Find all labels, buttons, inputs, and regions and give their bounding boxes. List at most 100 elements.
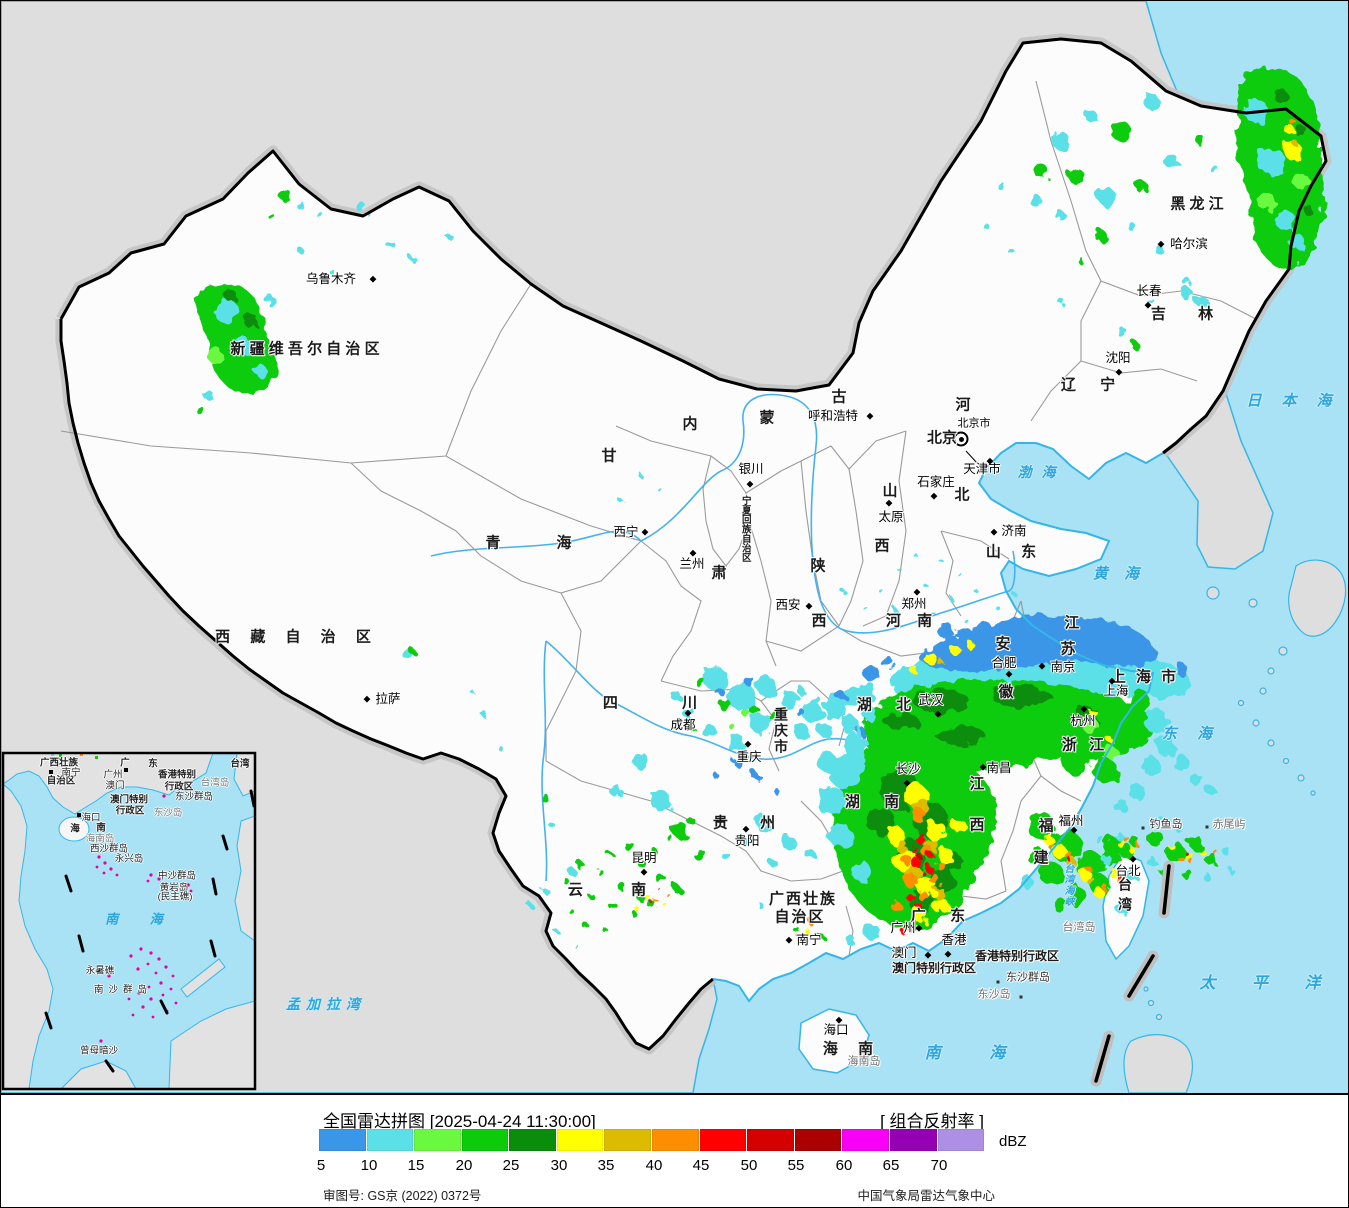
province-label: 云 南 [567,881,669,899]
city-label: 太原 [878,509,904,524]
inset-label: 澳门特别 [109,794,149,806]
island-label: 赤尾屿 [1212,818,1246,831]
city-label: 南京 [1050,659,1076,674]
city-diamond-marker: ◆ [684,707,692,718]
inset-label: 永兴岛 [114,853,144,865]
province-label: 澳门特别行政区 [891,961,977,975]
city-diamond-marker: ◆ [979,761,987,772]
sea-label: 南 海 [924,1045,1028,1062]
inset-label: (民主礁) [157,891,193,903]
sea-label: 黄 海 [1092,565,1146,583]
province-label: 宁夏回族自治区 [739,495,751,563]
city-diamond-marker: ◆ [986,455,994,466]
province-label: 海 [556,534,572,552]
scale-tick: 50 [740,1157,758,1174]
city-diamond-marker: ◆ [1038,660,1046,671]
inset-label: 南沙群岛 [93,984,153,996]
inset-label: 曾母暗沙 [79,1045,119,1057]
city-diamond-marker: ◆ [934,708,942,719]
inset-label: 南 海 [105,911,177,927]
city-label: 哈尔滨 [1170,236,1208,251]
color-swatch [414,1129,461,1151]
inset-label: 澳门 [105,780,125,792]
city-diamond-marker: ◆ [369,273,377,284]
province-label: 黑 龙 江 [1170,195,1224,213]
color-swatch [366,1129,414,1151]
city-label: 海口 [823,1022,849,1037]
inset-label: 自治区 [46,775,76,787]
inset-label: 黄岩岛 [159,882,189,894]
province-label: 甘 [601,447,617,465]
foreign-islands [1123,559,1347,1093]
province-label: 西 [811,612,827,630]
city-label: 西安 [775,597,801,612]
province-label: 西 [874,537,890,555]
province-label: 台湾 [1117,877,1133,917]
province-label: 重庆市 [773,707,789,755]
inset-label: 广州 [103,769,123,781]
city-diamond-marker: ◆ [689,547,697,558]
province-label: 上 海 市 [1110,668,1180,686]
scale-tick: 25 [502,1157,520,1174]
city-diamond-marker: ◆ [990,526,998,537]
province-label: 徽 [998,683,1014,701]
city-label: 香港 [941,932,967,947]
city-label: 广州 [890,920,916,935]
city-diamond-marker: ◆ [640,866,648,877]
island-dot [1019,995,1023,999]
scale-tick: 65 [882,1157,900,1174]
city-label: 银川 [738,461,764,476]
scale-tick: 20 [455,1157,473,1174]
inset-label: 南 [96,822,106,834]
scale-tick: 60 [835,1157,853,1174]
city-label: 拉萨 [375,691,401,706]
color-swatch [937,1129,985,1151]
city-diamond-marker: ◆ [930,490,938,501]
province-label: 四 川 [602,694,728,712]
city-label: 上海 [1103,683,1129,698]
province-label: 浙 江 [1061,736,1109,754]
sea-label: 日 本 海 [1246,392,1340,410]
inset-label: 西沙群岛 [89,843,129,855]
province-label: 广西壮族 [768,890,838,908]
tianjin-pointer-line [965,450,979,465]
inset-nine-dash [44,789,255,1073]
city-label: 贵阳 [734,833,760,848]
map-title: 全国雷达拼图 [2025-04-24 11:30:00] [323,1112,596,1131]
nine-dash-line [1090,860,1175,1087]
province-label: 西 藏 自 治 区 [215,628,379,646]
province-label: 辽 宁 [1060,376,1126,394]
inset-label: 东沙岛 [153,807,183,819]
hainan-island [798,1008,870,1074]
city-diamond-marker: ◆ [913,586,921,597]
china-landmass [61,39,1326,1049]
province-label: 古 [831,388,847,406]
province-label: 湖 南 [844,793,910,811]
city-label: 长春 [1136,283,1162,298]
sea-label: 孟加拉湾 [286,996,366,1012]
province-label: 吉 林 [1150,305,1228,323]
island-label: 东沙群岛 [1006,971,1050,984]
city-diamond-marker: ◆ [866,410,874,421]
city-diamond-marker: ◆ [944,948,952,959]
city-label: 合肥 [991,655,1017,670]
unit-label: dBZ [999,1133,1027,1150]
province-label: 自治区 [774,908,826,926]
color-swatch [652,1129,699,1151]
province-label: 江 [1064,614,1080,632]
scale-tick: 55 [787,1157,805,1174]
inset-label: 南宁 [61,767,81,779]
city-label: 呼和浩特 [807,408,859,423]
island-label: 东沙岛 [977,988,1011,1001]
inset-label: 台湾岛 [200,777,230,789]
scale-tick: 30 [550,1157,568,1174]
province-label: 安 [995,635,1011,653]
province-label: 江 [969,775,985,793]
city-diamond-marker: ◆ [1144,299,1152,310]
city-diamond-marker: ◆ [744,738,752,749]
color-scale-bar [319,1129,985,1151]
island-label: 台湾岛 [1062,921,1096,934]
inset-label: 广 [120,757,130,769]
radar-echoes [195,68,1325,948]
province-label: 河 南 [885,612,939,630]
